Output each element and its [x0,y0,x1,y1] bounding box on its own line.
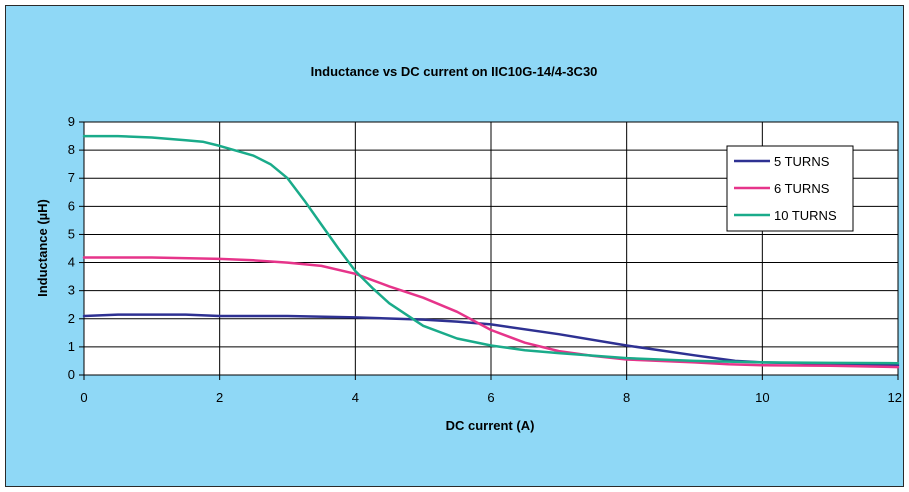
x-tick-label: 6 [487,390,494,405]
y-tick-label: 3 [68,283,75,298]
y-tick-label: 4 [68,255,75,270]
y-tick-label: 1 [68,339,75,354]
x-tick-label: 2 [216,390,223,405]
legend-label: 6 TURNS [774,181,830,196]
y-tick-label: 7 [68,170,75,185]
x-axis-label: DC current (A) [446,418,535,433]
series-line-10-turns [82,134,900,365]
series-lines [82,134,900,369]
x-tick-label: 4 [352,390,359,405]
legend-label: 5 TURNS [774,154,830,169]
y-tick-label: 2 [68,311,75,326]
y-tick-label: 5 [68,226,75,241]
x-tick-label: 12 [888,390,902,405]
x-tick-label: 10 [755,390,769,405]
y-tick-label: 8 [68,142,75,157]
y-axis-label: Inductance (µH) [35,199,50,297]
y-tick-label: 0 [68,367,75,382]
x-tick-label: 0 [80,390,87,405]
y-tick-label: 6 [68,198,75,213]
series-line-6-turns [82,256,900,369]
chart-title: Inductance vs DC current on IIC10G-14/4-… [311,64,598,79]
x-tick-label: 8 [623,390,630,405]
legend: 5 TURNS 6 TURNS 10 TURNS [726,145,854,232]
legend-label: 10 TURNS [774,208,837,223]
y-tick-label: 9 [68,114,75,129]
